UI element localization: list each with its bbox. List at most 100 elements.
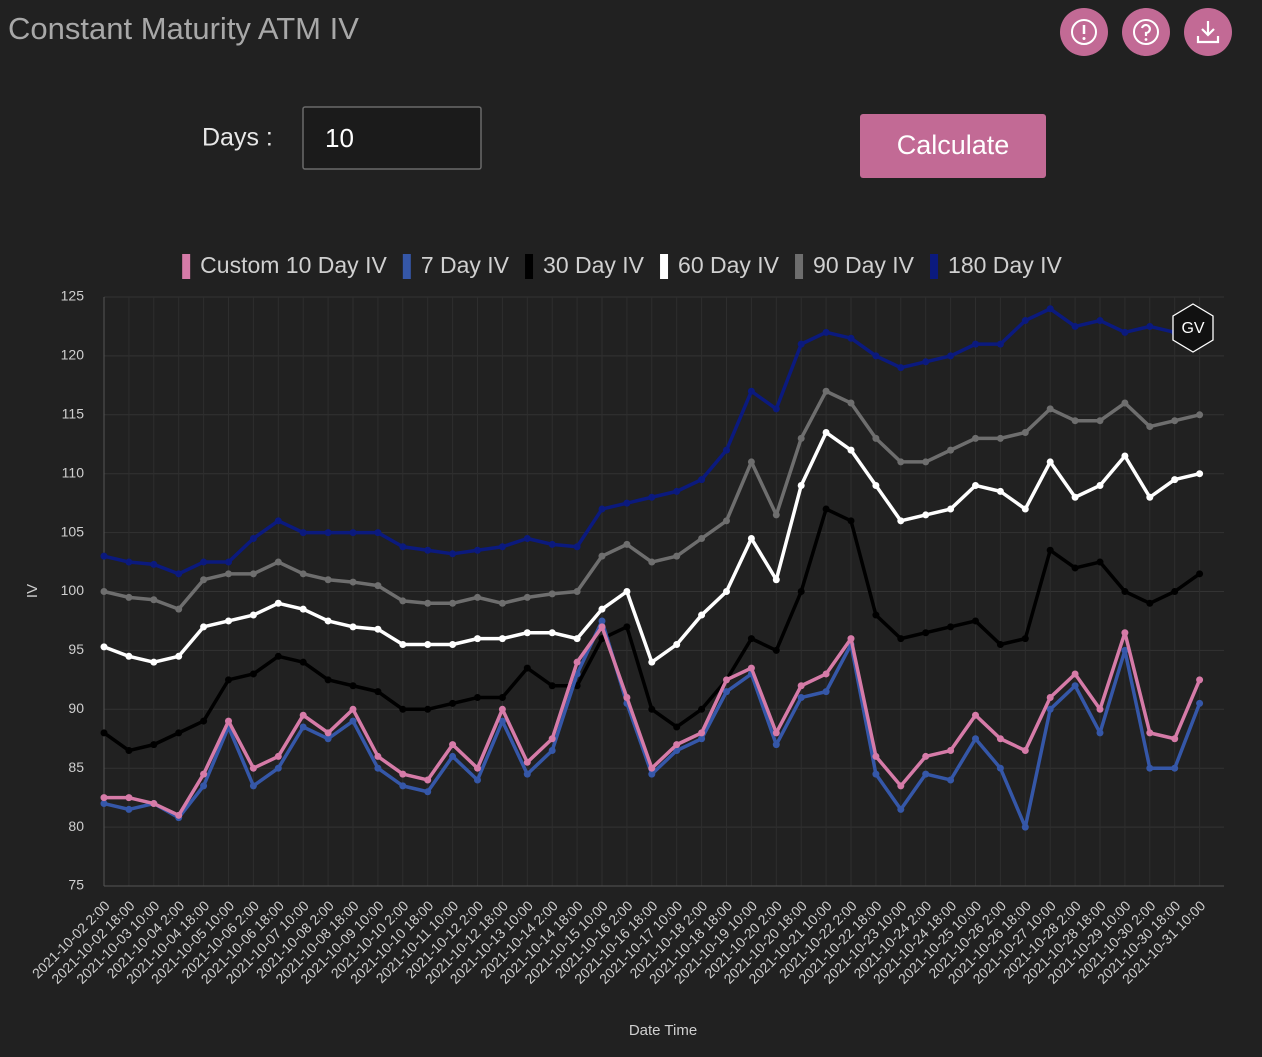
point xyxy=(698,735,706,743)
point xyxy=(349,705,357,713)
point xyxy=(399,782,407,790)
point xyxy=(349,578,357,586)
point xyxy=(797,481,805,489)
point xyxy=(872,770,880,778)
point xyxy=(922,752,930,760)
point xyxy=(996,735,1004,743)
point xyxy=(797,588,805,595)
point xyxy=(1121,399,1129,407)
info-button[interactable] xyxy=(1060,8,1108,56)
point xyxy=(374,529,382,537)
point xyxy=(872,611,880,619)
point xyxy=(673,641,681,649)
point xyxy=(449,741,457,749)
help-icon xyxy=(1133,19,1159,45)
point xyxy=(175,605,183,613)
point xyxy=(523,629,531,637)
point xyxy=(1071,682,1079,690)
point xyxy=(100,729,108,737)
point xyxy=(1021,428,1029,436)
y-tick-label: 110 xyxy=(62,464,85,480)
point xyxy=(1121,328,1129,336)
point xyxy=(498,717,506,725)
point xyxy=(299,605,307,613)
point xyxy=(498,543,506,551)
point xyxy=(673,747,681,755)
point xyxy=(972,340,979,348)
point xyxy=(797,340,805,348)
info-icon xyxy=(1071,19,1097,45)
point xyxy=(922,358,930,366)
y-tick-label: 75 xyxy=(68,877,84,893)
point xyxy=(1171,735,1179,743)
days-input[interactable] xyxy=(302,106,482,170)
point xyxy=(324,576,332,584)
legend-swatch xyxy=(660,254,669,279)
point xyxy=(673,552,681,560)
point xyxy=(548,735,556,743)
point xyxy=(897,364,905,372)
point xyxy=(698,534,706,542)
point xyxy=(822,428,830,436)
point xyxy=(324,529,332,537)
point xyxy=(723,676,730,684)
point xyxy=(374,688,382,696)
help-button[interactable] xyxy=(1122,8,1170,56)
point xyxy=(225,570,232,578)
calculate-label: Calculate xyxy=(897,130,1010,160)
point xyxy=(1096,705,1104,713)
y-tick-label: 115 xyxy=(62,406,85,422)
point xyxy=(648,558,656,566)
point xyxy=(1121,588,1129,595)
point xyxy=(747,664,755,672)
download-button[interactable] xyxy=(1184,8,1232,56)
point xyxy=(922,511,930,519)
point xyxy=(897,458,905,466)
point xyxy=(996,434,1004,442)
point xyxy=(698,611,706,619)
point xyxy=(1196,676,1204,684)
y-tick-label: 100 xyxy=(61,582,85,598)
point xyxy=(822,505,830,513)
point xyxy=(399,597,407,605)
point xyxy=(175,652,183,660)
point xyxy=(374,764,382,772)
point xyxy=(1096,729,1104,737)
point xyxy=(424,599,432,607)
point xyxy=(772,511,780,519)
legend-label: 180 Day IV xyxy=(948,252,1062,278)
legend: Custom 10 Day IV 7 Day IV 30 Day IV 60 Day … xyxy=(182,252,1062,279)
point xyxy=(100,794,108,802)
point xyxy=(399,770,407,778)
point xyxy=(772,405,780,413)
point xyxy=(249,611,257,619)
x-axis-label: Date Time xyxy=(629,1022,697,1039)
point xyxy=(249,670,257,678)
point xyxy=(125,558,133,566)
point xyxy=(523,593,531,601)
point xyxy=(150,560,158,568)
point xyxy=(897,635,905,643)
point xyxy=(424,641,432,649)
point xyxy=(1021,823,1029,831)
point xyxy=(1196,570,1204,578)
calculate-button[interactable] xyxy=(860,114,1046,178)
help-icon-mark xyxy=(1140,23,1151,36)
point xyxy=(249,764,257,772)
point xyxy=(698,705,706,713)
point xyxy=(424,546,432,554)
point xyxy=(747,635,755,643)
point xyxy=(449,641,457,649)
days-label: Days : xyxy=(202,124,273,152)
y-tick-label: 105 xyxy=(61,523,85,539)
point xyxy=(648,764,656,772)
point xyxy=(100,643,108,651)
point xyxy=(822,670,830,678)
point xyxy=(822,328,830,336)
y-tick-label: 80 xyxy=(68,818,84,834)
point xyxy=(200,770,208,778)
point xyxy=(573,658,581,666)
point xyxy=(1121,646,1129,654)
point xyxy=(996,340,1004,348)
